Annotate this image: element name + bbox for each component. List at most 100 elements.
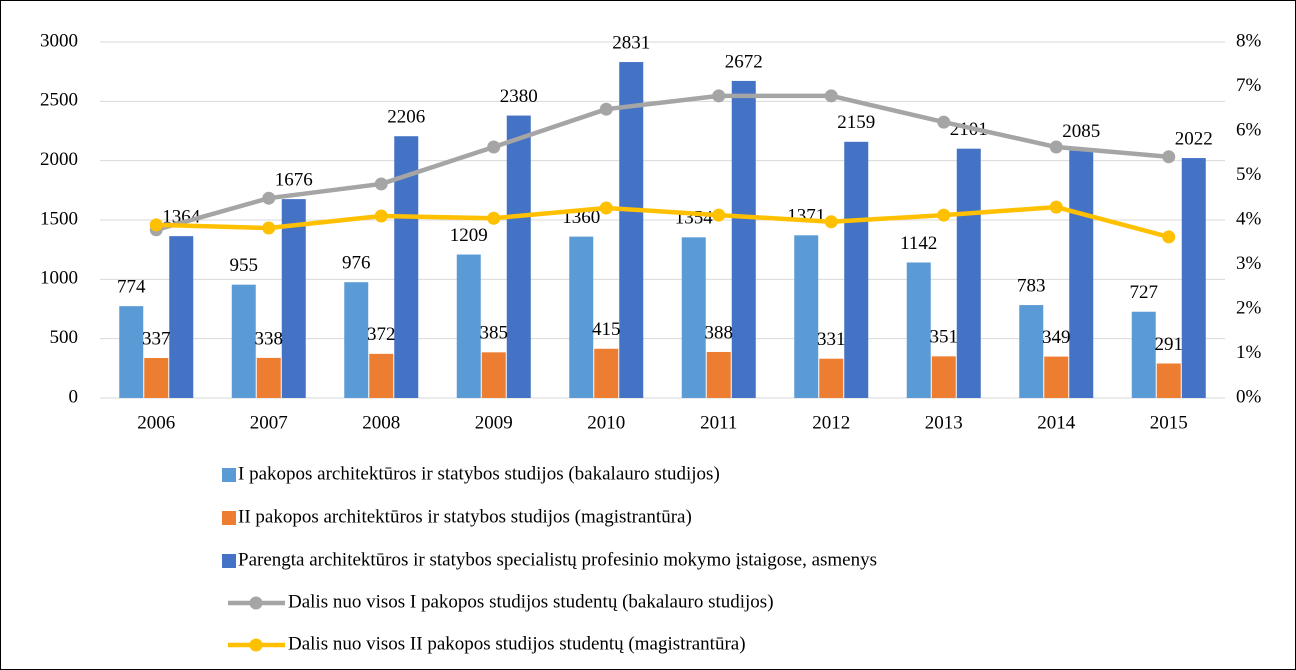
line-marker: [374, 209, 388, 223]
data-label: 1209: [450, 225, 488, 246]
bar: [931, 356, 956, 398]
bar: [506, 115, 531, 398]
legend-label: Dalis nuo visos II pakopos studijos stud…: [288, 633, 746, 654]
y2-tick-label: 4%: [1236, 208, 1262, 229]
bar: [1044, 356, 1069, 398]
data-label: 2672: [725, 51, 763, 72]
bar: [1181, 158, 1206, 398]
y-tick-label: 2000: [40, 149, 78, 170]
line-marker: [149, 218, 163, 232]
bar: [681, 237, 706, 398]
data-label: 2380: [500, 86, 538, 107]
legend-swatch: [222, 468, 236, 482]
data-label: 2085: [1062, 121, 1100, 142]
data-label: 349: [1042, 327, 1071, 348]
bar: [906, 262, 931, 398]
line-marker: [487, 140, 501, 154]
y2-tick-label: 6%: [1236, 119, 1262, 140]
line-marker: [712, 89, 726, 103]
legend-label: I pakopos architektūros ir statybos stud…: [238, 463, 720, 484]
y2-tick-label: 3%: [1236, 253, 1262, 274]
legend-label: Dalis nuo visos I pakopos studijos stude…: [288, 591, 774, 612]
bar: [1069, 150, 1094, 398]
legend-label: Parengta architektūros ir statybos speci…: [238, 549, 877, 570]
y2-tick-label: 0%: [1236, 386, 1262, 407]
y-tick-label: 1500: [40, 208, 78, 229]
data-label: 1142: [900, 233, 937, 254]
data-label: 2022: [1175, 128, 1213, 149]
data-label: 1676: [275, 169, 313, 190]
bar: [169, 236, 194, 398]
data-label: 727: [1130, 282, 1159, 303]
data-label: 388: [705, 322, 734, 343]
bar: [481, 352, 506, 398]
y2-tick-label: 5%: [1236, 164, 1262, 185]
bar: [456, 254, 481, 398]
bar: [256, 357, 281, 398]
data-label: 783: [1017, 275, 1046, 296]
line-marker: [1049, 140, 1063, 154]
y2-tick-label: 7%: [1236, 75, 1262, 96]
bar: [706, 351, 731, 398]
data-label: 976: [342, 253, 371, 274]
data-label: 337: [142, 328, 171, 349]
line-marker: [1162, 150, 1176, 164]
bar: [369, 353, 394, 398]
x-tick-label: 2007: [250, 412, 288, 433]
x-tick-label: 2011: [700, 412, 737, 433]
line-marker: [1162, 230, 1176, 244]
bar: [819, 358, 844, 398]
bar: [619, 62, 644, 399]
y2-tick-label: 2%: [1236, 297, 1262, 318]
data-label: 385: [480, 323, 509, 344]
legend-marker: [249, 638, 263, 652]
line-marker: [374, 177, 388, 191]
line: [156, 204, 1170, 240]
bar: [1131, 311, 1156, 398]
data-label: 774: [117, 277, 146, 298]
bar: [344, 282, 369, 398]
bar: [119, 306, 144, 398]
x-tick-label: 2013: [925, 412, 963, 433]
data-label: 2206: [387, 107, 425, 128]
line-marker: [937, 208, 951, 222]
x-tick-label: 2006: [137, 412, 175, 433]
line-marker: [262, 191, 276, 205]
x-tick-label: 2008: [362, 412, 400, 433]
data-label: 2159: [837, 112, 875, 133]
line-marker: [599, 201, 613, 215]
bar: [844, 141, 869, 399]
line-marker: [937, 115, 951, 129]
data-label: 372: [367, 324, 396, 345]
y-tick-label: 2500: [40, 90, 78, 111]
bar: [956, 148, 981, 398]
data-label: 351: [930, 327, 959, 348]
bar: [731, 80, 756, 398]
bar: [794, 235, 819, 398]
bar: [144, 358, 169, 398]
data-label: 291: [1155, 334, 1184, 355]
y-tick-label: 0: [69, 386, 79, 407]
data-label: 955: [230, 255, 259, 276]
y-tick-label: 1000: [40, 268, 78, 289]
y-tick-label: 500: [50, 327, 79, 348]
line-marker: [262, 221, 276, 235]
bar: [281, 199, 306, 398]
x-tick-label: 2012: [812, 412, 850, 433]
line-marker: [599, 102, 613, 116]
y-tick-label: 3000: [40, 30, 78, 51]
line-marker: [487, 211, 501, 225]
data-label: 338: [255, 328, 284, 349]
bar: [231, 284, 256, 398]
x-tick-label: 2009: [475, 412, 513, 433]
legend-marker: [249, 596, 263, 610]
x-tick-label: 2010: [587, 412, 625, 433]
x-tick-label: 2015: [1150, 412, 1188, 433]
line: [155, 93, 1169, 232]
data-label: 1371: [787, 206, 825, 227]
legend-swatch: [222, 511, 236, 525]
data-label: 2831: [612, 32, 650, 53]
line-marker: [1049, 200, 1063, 214]
